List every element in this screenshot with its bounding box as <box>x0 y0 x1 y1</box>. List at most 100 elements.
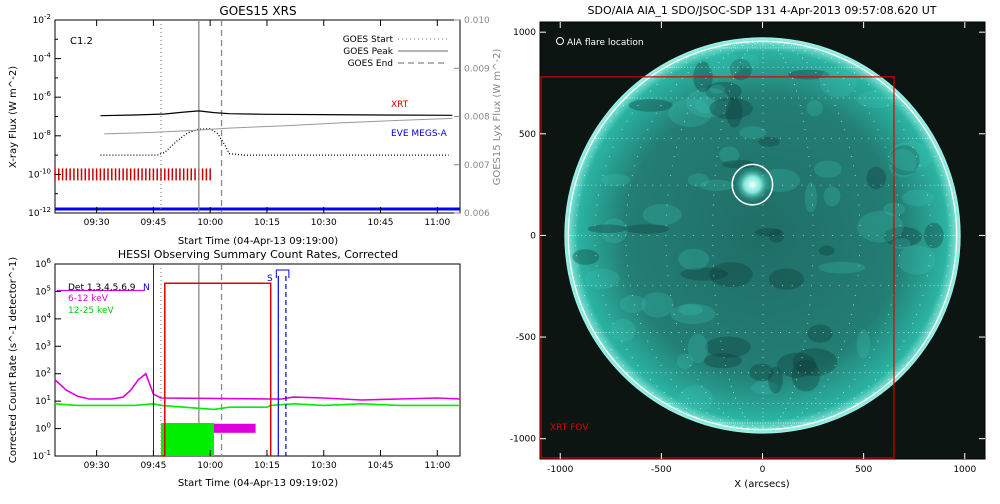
goes-y2-axis: 0.006 0.007 0.008 0.009 0.010 <box>454 16 490 219</box>
xrt-fov-box <box>540 76 895 459</box>
goes-series-long <box>100 110 453 117</box>
aia-flare-location-marker <box>731 163 774 206</box>
hessi-x-tick-label: 10:45 <box>368 461 394 471</box>
coronal-feature <box>709 84 726 94</box>
coronal-feature <box>678 304 703 316</box>
coronal-feature <box>758 137 780 147</box>
coronal-feature <box>611 318 636 342</box>
goes-frame <box>54 19 461 214</box>
goes-x-tick-label: 10:00 <box>197 218 223 228</box>
coronal-feature <box>888 141 933 172</box>
goes-y2-tick-label: 0.008 <box>464 113 490 123</box>
coronal-feature <box>739 54 760 69</box>
legend-goes-end: GOES End <box>348 59 393 69</box>
coronal-feature <box>601 218 628 244</box>
flare-brightening <box>734 166 771 203</box>
goes-legend: GOES Start GOES Peak GOES End <box>343 35 448 69</box>
coronal-feature <box>722 160 757 169</box>
coronal-feature <box>819 66 857 98</box>
coronal-feature <box>601 173 631 187</box>
goes-y-tick-label: 10-12 <box>28 206 51 219</box>
aia-x-tick-label: -1000 <box>547 465 573 475</box>
hessi-y-axis-label: Corrected Count Rate (s^-1 detector^-1) <box>8 257 19 463</box>
coronal-feature <box>678 248 710 271</box>
goes-y2-tick-label: 0.006 <box>464 209 490 219</box>
coronal-feature <box>818 245 835 256</box>
hessi-x-tick-label: 10:15 <box>254 461 280 471</box>
goes-y-tick-label: 10-8 <box>33 129 51 142</box>
coronal-feature <box>587 224 627 234</box>
coronal-feature <box>705 336 751 358</box>
goes-y2-tick-label: 0.010 <box>464 16 490 26</box>
goes-series-eve <box>104 117 453 135</box>
coronal-feature <box>813 160 842 178</box>
coronal-feature <box>695 96 716 114</box>
aia-x-axis: -1000 -500 0 500 1000 <box>547 22 976 475</box>
coronal-feature <box>703 353 742 369</box>
aia-x-tick-label: 1000 <box>953 465 976 475</box>
coronal-feature <box>687 333 709 364</box>
goes-plot-area <box>54 20 460 213</box>
xrt-fov-label: XRT FOV <box>550 423 589 433</box>
s-marker: S <box>267 274 273 284</box>
legend-6-12-kev: 6-12 keV <box>68 294 109 304</box>
coronal-feature <box>888 148 917 178</box>
coronal-feature <box>857 90 897 109</box>
aia-y-axis: 1000 500 0 -500 -1000 <box>510 28 985 445</box>
coronal-feature <box>729 58 752 81</box>
coronal-feature <box>751 381 778 395</box>
coronal-feature <box>619 295 647 313</box>
legend-goes-peak: GOES Peak <box>343 47 393 57</box>
hessi-x-axis-label: Start Time (04-Apr-13 09:19:02) <box>178 478 338 489</box>
goes-x-tick-label: 10:30 <box>311 218 337 228</box>
legend-detectors: Det 1,3,4,5,6,9 <box>68 283 136 293</box>
aia-y-tick-label: 0 <box>530 231 536 241</box>
coronal-feature <box>924 222 944 249</box>
aia-y-tick-label: -1000 <box>510 435 536 445</box>
aia-x-tick-label: 0 <box>760 465 766 475</box>
aia-x-axis-label: X (arcsecs) <box>734 479 790 490</box>
coronal-feature <box>680 267 729 281</box>
coronal-feature <box>856 329 871 359</box>
goes-y-tick-label: 10-2 <box>33 13 51 26</box>
coronal-feature <box>807 324 833 343</box>
hessi-saa-bracket <box>275 269 290 278</box>
aia-legend: AIA flare location <box>556 37 644 48</box>
coronal-feature <box>768 366 783 394</box>
xrt-label: XRT <box>391 100 409 110</box>
goes-y-tick-label: 10-4 <box>33 52 52 65</box>
hessi-y-axis: 10-1 100 101 102 103 104 105 106 <box>33 257 61 462</box>
coronal-feature <box>642 204 682 225</box>
coronal-feature <box>806 100 823 117</box>
goes-x-tick-label: 11:00 <box>424 218 450 228</box>
coronal-feature <box>628 99 673 112</box>
legend-12-25-kev: 12-25 keV <box>68 306 114 316</box>
hessi-series-6-12-kev <box>54 372 461 401</box>
coronal-feature <box>678 385 713 415</box>
coronal-feature <box>676 353 694 369</box>
coronal-feature <box>739 126 767 139</box>
aia-y-tick-label: 500 <box>519 130 536 140</box>
hessi-x-tick-label: 10:00 <box>197 461 223 471</box>
goes-y-tick-label: 10-10 <box>28 167 51 180</box>
goes-y2-tick-label: 0.009 <box>464 64 490 74</box>
hessi-12-25-attenuated-fill <box>160 422 214 456</box>
hessi-y-tick-label: 103 <box>35 339 51 352</box>
goes-x-axis: 09:30 09:45 10:00 10:15 10:30 10:45 11:00 <box>84 20 451 228</box>
coronal-feature <box>791 359 821 392</box>
coronal-feature <box>624 224 670 234</box>
coronal-feature <box>687 173 709 187</box>
goes-series-short <box>100 128 449 156</box>
hessi-y-tick-label: 100 <box>35 422 51 435</box>
coronal-feature <box>572 249 600 265</box>
hessi-legend: Det 1,3,4,5,6,9 6-12 keV 12-25 keV <box>68 283 136 316</box>
hessi-plot-area <box>54 264 461 457</box>
coronal-feature <box>686 87 731 118</box>
aia-image <box>540 37 961 459</box>
solar-features <box>572 51 944 415</box>
coronal-feature <box>792 348 838 376</box>
coronal-feature <box>700 179 734 191</box>
hessi-x-tick-label: 11:00 <box>424 461 450 471</box>
hessi-y-tick-label: 102 <box>35 367 51 380</box>
